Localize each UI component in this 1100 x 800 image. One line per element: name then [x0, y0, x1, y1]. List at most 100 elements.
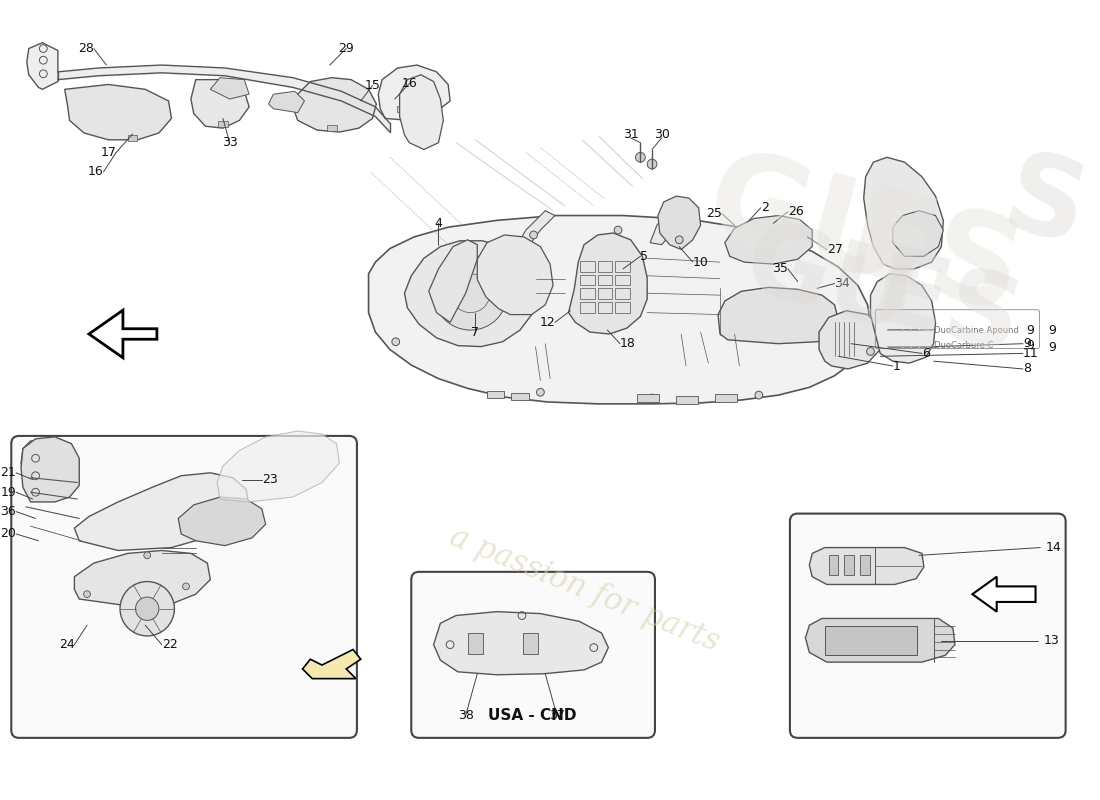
Text: 9: 9 [1048, 323, 1056, 337]
Text: 38: 38 [458, 709, 474, 722]
Bar [580, 261, 595, 272]
Polygon shape [378, 65, 450, 120]
Circle shape [183, 583, 189, 590]
Bar [128, 135, 138, 141]
Polygon shape [302, 650, 361, 678]
Bar [860, 555, 869, 574]
Text: 29: 29 [339, 42, 354, 55]
Bar [638, 394, 659, 402]
Bar [828, 555, 838, 574]
Bar [487, 391, 505, 398]
Bar [597, 302, 613, 313]
Polygon shape [893, 210, 944, 256]
Text: 6: 6 [922, 347, 930, 360]
Circle shape [144, 552, 151, 558]
Text: DuoCarbine Apound: DuoCarbine Apound [934, 326, 1019, 334]
Text: 10: 10 [693, 256, 708, 269]
Text: 9: 9 [1026, 339, 1035, 352]
Bar [597, 261, 613, 272]
Text: 14: 14 [1045, 541, 1062, 554]
Bar [580, 288, 595, 299]
Text: a passion for parts: a passion for parts [444, 521, 724, 658]
Text: ——————: —————— [887, 343, 937, 352]
Text: 24: 24 [58, 638, 75, 651]
Text: 30: 30 [653, 129, 670, 142]
Polygon shape [864, 158, 944, 269]
Text: 31: 31 [623, 129, 639, 142]
Text: S: S [993, 144, 1098, 268]
Text: 34: 34 [835, 277, 850, 290]
Circle shape [392, 338, 399, 346]
Polygon shape [191, 80, 249, 128]
Polygon shape [21, 441, 51, 492]
Bar [615, 288, 629, 299]
Circle shape [647, 159, 657, 169]
Polygon shape [293, 78, 376, 132]
Polygon shape [658, 196, 701, 250]
Polygon shape [805, 618, 955, 662]
Text: 26: 26 [788, 205, 804, 218]
Polygon shape [217, 431, 340, 502]
FancyBboxPatch shape [790, 514, 1066, 738]
Bar [327, 126, 337, 131]
Polygon shape [75, 473, 249, 550]
Polygon shape [399, 74, 443, 150]
Bar [676, 396, 697, 404]
Circle shape [84, 590, 90, 598]
Bar [397, 106, 406, 112]
Text: 15: 15 [364, 79, 381, 92]
Text: 1: 1 [893, 359, 901, 373]
Bar [597, 288, 613, 299]
Polygon shape [870, 274, 935, 363]
Polygon shape [810, 547, 924, 585]
Polygon shape [718, 287, 838, 344]
Polygon shape [405, 241, 536, 346]
Polygon shape [89, 310, 157, 358]
Text: 36: 36 [0, 505, 16, 518]
Text: DuoCarbure C: DuoCarbure C [934, 341, 993, 350]
Polygon shape [268, 91, 305, 113]
Polygon shape [21, 437, 79, 502]
Polygon shape [972, 577, 1035, 612]
Polygon shape [26, 42, 58, 90]
Polygon shape [820, 310, 880, 369]
Polygon shape [725, 215, 812, 264]
Polygon shape [75, 550, 210, 606]
Text: 9: 9 [1026, 323, 1035, 337]
Text: 28: 28 [78, 42, 94, 55]
Text: 17: 17 [100, 146, 117, 159]
Text: ES: ES [865, 243, 1032, 378]
Polygon shape [210, 78, 249, 99]
Text: 21: 21 [0, 466, 16, 479]
Text: 19: 19 [0, 486, 16, 498]
Bar [580, 302, 595, 313]
Polygon shape [368, 215, 870, 404]
Bar [715, 394, 737, 402]
Polygon shape [65, 85, 172, 140]
Text: 22: 22 [162, 638, 177, 651]
Circle shape [135, 597, 158, 620]
Bar [825, 626, 917, 655]
Text: 35: 35 [772, 262, 788, 275]
Polygon shape [569, 233, 647, 334]
Text: 4: 4 [434, 217, 442, 230]
FancyBboxPatch shape [11, 436, 356, 738]
Circle shape [433, 256, 507, 330]
Bar [845, 555, 854, 574]
Text: 2: 2 [761, 202, 769, 214]
Bar [522, 633, 539, 654]
Text: 9: 9 [1023, 337, 1031, 350]
Text: 11: 11 [1023, 347, 1038, 360]
Text: 23: 23 [262, 473, 277, 486]
Polygon shape [429, 240, 477, 322]
Text: USA - CND: USA - CND [488, 708, 576, 723]
FancyBboxPatch shape [411, 572, 654, 738]
Text: 16: 16 [402, 77, 417, 90]
Text: ES: ES [833, 178, 1034, 340]
Text: 5: 5 [640, 250, 648, 263]
Circle shape [867, 347, 875, 355]
Polygon shape [178, 497, 265, 546]
Text: ——————: —————— [887, 326, 937, 334]
Circle shape [755, 391, 762, 399]
Polygon shape [516, 210, 556, 250]
